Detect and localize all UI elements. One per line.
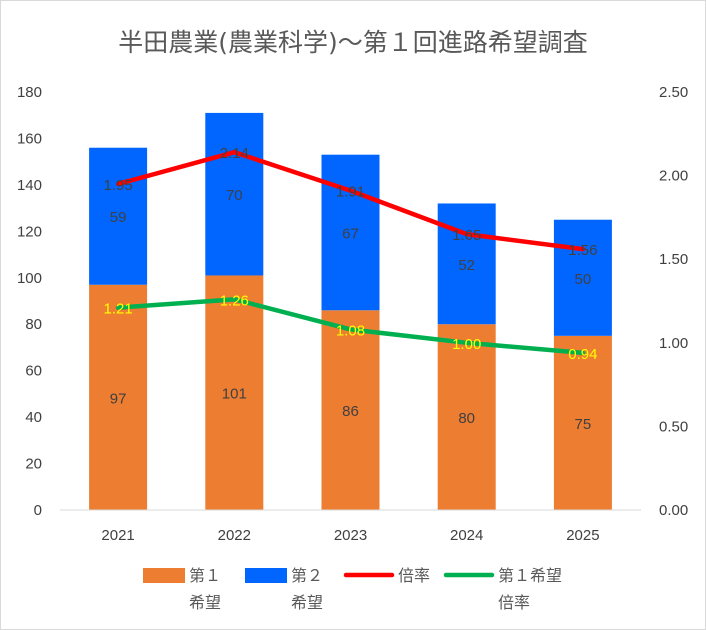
ratio-data-label: 1.65 [452, 227, 481, 244]
bar-first-choice [89, 284, 148, 510]
bar-first-choice [321, 310, 380, 510]
bar-second-choice [437, 203, 496, 325]
ratio-data-label: 1.95 [103, 177, 132, 194]
y-left-tick-label: 60 [25, 363, 42, 380]
bar-data-label-first-choice: 86 [342, 403, 359, 420]
first-choice-ratio-data-label: 1.21 [103, 301, 132, 318]
y-left-tick-label: 120 [17, 223, 42, 240]
bar-first-choice [553, 335, 612, 510]
ratio-line [115, 149, 586, 252]
y-right-tick-label: 2.50 [659, 84, 688, 101]
legend-swatch [143, 568, 185, 583]
legend-label: 第２ [291, 566, 323, 585]
y-right-tick-label: 0.00 [659, 502, 688, 519]
bar-data-label-second-choice: 52 [458, 257, 475, 274]
plot-area: 0 20 40 60 80 100 120 140 160 180 0.00 0.50 1.00 1.50… [17, 84, 688, 544]
first-choice-ratio-line [115, 297, 586, 356]
bar-data-label-first-choice: 80 [458, 410, 475, 427]
x-tick-label: 2025 [566, 527, 599, 544]
first-choice-ratio-data-label: 0.94 [568, 346, 597, 363]
x-tick-label: 2022 [218, 527, 251, 544]
y-right-tick-label: 1.50 [659, 251, 688, 268]
bar-second-choice [321, 154, 380, 311]
legend-label: 希望 [189, 593, 221, 612]
first-choice-ratio-data-label: 1.00 [452, 336, 481, 353]
legend-label: 倍率 [398, 566, 430, 585]
bar-second-choice [553, 219, 612, 336]
ratio-data-label: 2.14 [220, 145, 249, 162]
bar-second-choice [205, 112, 264, 276]
first-choice-ratio-data-label: 1.08 [336, 322, 365, 339]
legend-swatch [245, 568, 287, 583]
chart-title: 半田農業(農業科学)～第１回進路希望調査 [118, 28, 588, 57]
legend-label: 希望 [291, 593, 323, 612]
legend-label: 第１ [189, 566, 221, 585]
bar-first-choice [205, 275, 264, 510]
x-tick-label: 2024 [450, 527, 483, 544]
y-left-tick-label: 20 [25, 456, 42, 473]
y-left-tick-label: 140 [17, 177, 42, 194]
y-left-tick-label: 180 [17, 84, 42, 101]
y-left-tick-label: 80 [25, 316, 42, 333]
bar-data-label-first-choice: 97 [110, 390, 127, 407]
y-left-tick-label: 160 [17, 130, 42, 147]
y-right-tick-label: 2.00 [659, 168, 688, 185]
legend-label: 第１希望 [498, 566, 562, 585]
bar-data-label-second-choice: 70 [226, 187, 243, 204]
x-tick-label: 2021 [101, 527, 134, 544]
bar-data-label-second-choice: 59 [110, 209, 127, 226]
x-tick-label: 2023 [334, 527, 367, 544]
y-left-tick-label: 100 [17, 270, 42, 287]
bar-data-label-first-choice: 101 [222, 386, 247, 403]
ratio-data-label: 1.56 [568, 242, 597, 259]
bar-data-label-second-choice: 50 [575, 271, 592, 288]
bar-first-choice [437, 324, 496, 510]
first-choice-ratio-data-label: 1.26 [220, 292, 249, 309]
legend-label: 倍率 [498, 593, 530, 612]
y-right-tick-label: 1.00 [659, 335, 688, 352]
bar-data-label-second-choice: 67 [342, 225, 359, 242]
y-left-tick-label: 0 [34, 502, 42, 519]
bar-second-choice [89, 147, 148, 285]
y-left-tick-label: 40 [25, 409, 42, 426]
bar-data-label-first-choice: 75 [575, 416, 592, 433]
ratio-data-label: 1.91 [336, 184, 365, 201]
y-right-tick-label: 0.50 [659, 418, 688, 435]
